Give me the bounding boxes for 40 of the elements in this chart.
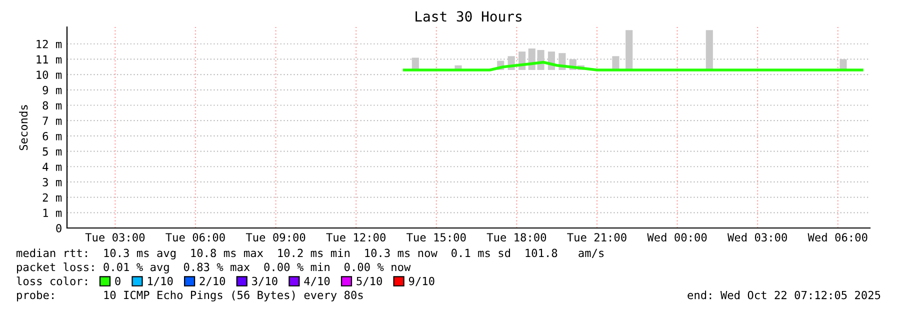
bar: [706, 30, 713, 70]
x-tick-label: Tue 09:00: [246, 233, 306, 242]
y-tick-label: 9 m: [42, 86, 62, 94]
legend-label: 3/10: [252, 276, 278, 286]
chart-title: Last 30 Hours: [416, 11, 522, 22]
y-tick-label: 0: [56, 224, 62, 232]
y-tick-label: 5 m: [42, 147, 62, 156]
legend-label: 4/10: [304, 276, 330, 286]
x-tick-label: Wed 03:00: [727, 232, 787, 242]
x-tick-label: Tue 03:00: [85, 233, 145, 242]
x-tick-label: Wed 00:00: [647, 232, 707, 242]
legend-label: 1/10: [148, 276, 173, 286]
x-tick-label: Tue 18:00: [486, 233, 546, 242]
y-tick-label: 12 m: [36, 40, 62, 48]
y-tick-label: 10 m: [36, 70, 62, 79]
text: packet loss: 0.01 % avg 0.83 % max 0.00 % min 0.00 % now: [17, 262, 411, 274]
x-tick-label: Wed 06:00: [808, 232, 868, 242]
y-tick-label: 4 m: [42, 162, 62, 171]
legend-label: 5/10: [356, 276, 382, 286]
legend-title: loss color:: [16, 276, 87, 286]
text: end: Wed Oct 22 07:12:05 2025: [688, 290, 880, 300]
bar: [626, 30, 633, 70]
x-tick-label: Tue 06:00: [166, 233, 225, 242]
y-tick-label: 8 m: [42, 101, 62, 110]
text: median rtt: 10.3 ms avg 10.8 ms max 10.2 ms min 10.3 ms now 0.1 ms sd 101.8 am/s: [16, 248, 604, 260]
x-tick-label: Tue 21:00: [567, 233, 626, 242]
y-tick-label: 2 m: [42, 193, 62, 202]
x-tick-label: Tue 15:00: [406, 233, 466, 242]
text: probe: 10 ICMP Echo Pings (56 Bytes) every 80s: [17, 290, 363, 302]
legend-label: 9/10: [408, 276, 434, 286]
legend-label: 2/10: [200, 276, 226, 286]
y-tick-label: 1 m: [43, 208, 62, 217]
legend-label: 0: [115, 276, 120, 286]
y-tick-label: 3 m: [42, 178, 62, 186]
y-tick-label: 7 m: [42, 116, 62, 125]
y-tick-label: 6 m: [42, 132, 62, 140]
line-series: [402, 60, 864, 72]
x-tick-label: Tue 12:00: [326, 233, 386, 242]
y-tick-label: 11 m: [36, 55, 62, 64]
y-axis-title: Seconds: [19, 105, 28, 150]
